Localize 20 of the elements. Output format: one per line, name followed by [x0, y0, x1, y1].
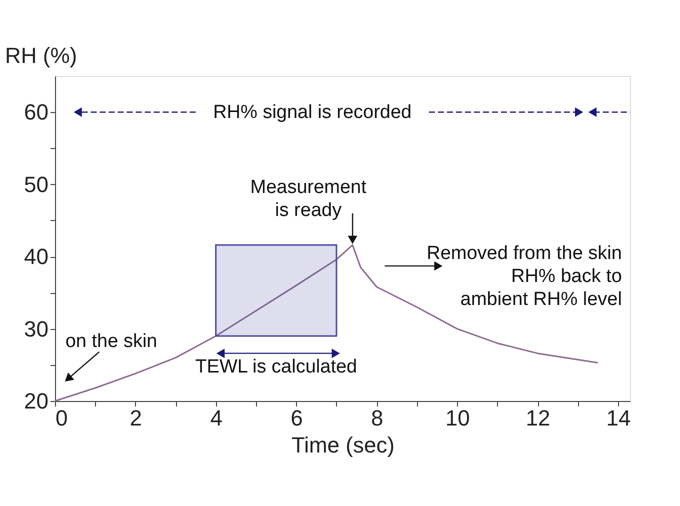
y-tick-label: 30 [24, 316, 48, 342]
annotation: Measurement is ready [250, 177, 368, 222]
annotation: on the skin [65, 331, 158, 352]
x-tick-label: 6 [290, 406, 303, 430]
y-tick-label: 40 [24, 244, 48, 270]
x-tick-label: 0 [56, 406, 68, 430]
x-tick-label: 2 [130, 406, 142, 430]
annotation: TEWL is calculated [195, 356, 358, 378]
annotation: Removed from the skin RH% back to ambient RH% level [426, 242, 622, 310]
x-tick-label: 4 [210, 406, 222, 430]
y-axis-title: RH (%) [5, 43, 78, 68]
x-tick-label: 12 [526, 406, 550, 430]
x-tick-label: 8 [371, 406, 384, 430]
annotation: RH% signal is recorded [213, 102, 412, 124]
x-tick-label: 10 [445, 406, 470, 430]
y-tick-label: 50 [24, 172, 48, 197]
y-tick-label: 60 [24, 100, 48, 125]
x-axis-title: Time (sec) [291, 432, 395, 458]
y-tick-label: 20 [24, 388, 48, 414]
x-tick-label: 14 [606, 406, 631, 430]
